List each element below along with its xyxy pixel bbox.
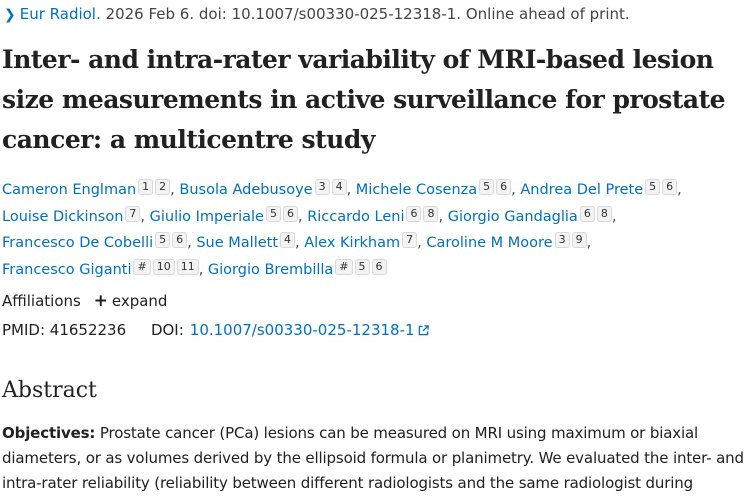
author-item: Andrea Del Prete 5 6,: [520, 179, 682, 198]
affiliation-badge[interactable]: 8: [596, 205, 612, 222]
author-item: Giorgio Brembilla #5 6: [207, 258, 387, 278]
author-item: Giorgio Gandaglia 6 8,: [447, 205, 617, 225]
author-name-link[interactable]: Sue Mallett: [196, 235, 279, 251]
author-name-link[interactable]: Cameron Englman: [2, 182, 137, 198]
affiliation-badge[interactable]: 3: [554, 232, 570, 248]
citation-line: ❯ Eur Radiol. 2026 Feb 6. doi: 10.1007/s0…: [4, 4, 630, 25]
doi-label: DOI:: [150, 321, 184, 339]
affiliations-expand-button[interactable]: + expand: [93, 291, 168, 311]
pmid-label: PMID:: [2, 321, 46, 339]
affiliation-badge[interactable]: 4: [280, 232, 296, 248]
affiliation-badge[interactable]: 5: [265, 205, 281, 222]
doi-value: 10.1007/s00330-025-12318-1: [189, 321, 415, 339]
affiliation-badge[interactable]: 11: [176, 258, 199, 275]
author-item: Sue Mallett 4,: [196, 232, 300, 251]
affiliations-label: Affiliations: [2, 292, 81, 310]
author-item: Michele Cosenza 5 6,: [355, 179, 516, 198]
author-name-link[interactable]: Andrea Del Prete: [520, 182, 644, 198]
affiliation-badge[interactable]: 6: [662, 179, 678, 195]
author-item: Giulio Imperiale 5 6,: [149, 205, 303, 225]
affiliation-badge[interactable]: 6: [172, 232, 188, 248]
external-link-icon: [418, 325, 429, 336]
author-name-link[interactable]: Alex Kirkham: [304, 235, 401, 251]
author-separator: ,: [511, 182, 516, 198]
plus-icon: +: [93, 291, 108, 311]
author-separator: ,: [187, 235, 192, 251]
affiliation-badge[interactable]: 5: [645, 179, 661, 195]
affiliation-badge[interactable]: 1: [138, 179, 154, 195]
author-item: Alex Kirkham 7,: [304, 232, 422, 251]
chevron-right-icon[interactable]: ❯: [4, 7, 16, 23]
author-separator: ,: [198, 261, 204, 278]
affiliation-badge[interactable]: 6: [496, 179, 512, 195]
journal-link[interactable]: Eur Radiol.: [19, 5, 101, 23]
author-separator: ,: [677, 182, 682, 198]
affiliation-badge[interactable]: 5: [155, 232, 171, 248]
abstract-heading: Abstract: [2, 378, 97, 403]
author-name-link[interactable]: Giulio Imperiale: [149, 208, 264, 225]
author-name-link[interactable]: Giorgio Gandaglia: [447, 208, 578, 225]
author-item: Louise Dickinson 7,: [2, 205, 146, 225]
affiliation-badge[interactable]: 6: [406, 205, 422, 222]
affiliation-badge[interactable]: 5: [479, 179, 495, 195]
author-separator: ,: [295, 235, 300, 251]
author-item: Francesco De Cobelli 5 6,: [2, 232, 192, 251]
author-separator: ,: [438, 208, 444, 225]
author-item: Riccardo Leni 6 8,: [307, 205, 444, 225]
author-name-link[interactable]: Caroline M Moore: [426, 235, 553, 251]
affiliation-badge[interactable]: 3: [314, 179, 330, 195]
author-item: Caroline M Moore 3 9,: [426, 232, 592, 251]
affiliation-badge[interactable]: 8: [423, 205, 439, 222]
doi-link[interactable]: 10.1007/s00330-025-12318-1: [190, 321, 429, 339]
affiliation-badge[interactable]: 7: [125, 205, 141, 222]
author-separator: ,: [611, 208, 617, 225]
author-name-link[interactable]: Riccardo Leni: [307, 208, 405, 225]
author-name-link[interactable]: Louise Dickinson: [2, 208, 124, 225]
affiliation-badge[interactable]: 9: [571, 232, 587, 248]
affiliation-badge[interactable]: 6: [282, 205, 298, 222]
author-name-link[interactable]: Giorgio Brembilla: [207, 261, 334, 278]
affiliations-row: Affiliations + expand: [2, 290, 167, 312]
affiliation-badge[interactable]: 2: [155, 179, 171, 195]
affiliation-badge[interactable]: 7: [402, 232, 418, 248]
author-item: Cameron Englman 1 2,: [2, 179, 175, 198]
citation-details: 2026 Feb 6. doi: 10.1007/s00330-025-1231…: [105, 5, 630, 23]
equal-contribution-marker[interactable]: #: [133, 258, 151, 275]
author-item: Francesco Giganti #10 11,: [2, 258, 204, 278]
author-item: Busola Adebusoye 3 4,: [179, 179, 352, 198]
affiliation-badge[interactable]: 4: [331, 179, 347, 195]
pmid-value: 41652236: [49, 321, 127, 339]
affiliation-badge[interactable]: 6: [579, 205, 595, 222]
author-separator: ,: [346, 182, 352, 198]
equal-contribution-marker[interactable]: #: [335, 258, 353, 275]
author-name-link[interactable]: Michele Cosenza: [355, 182, 478, 198]
affiliation-badge[interactable]: 5: [354, 258, 370, 275]
expand-label: expand: [111, 292, 168, 310]
objectives-text: Prostate cancer (PCa) lesions can be mea…: [2, 424, 744, 492]
author-name-link[interactable]: Busola Adebusoye: [179, 182, 313, 198]
article-title: Inter- and intra-rater variability of MR…: [2, 45, 726, 154]
author-separator: ,: [586, 235, 592, 251]
author-name-link[interactable]: Francesco Giganti: [2, 261, 132, 278]
author-separator: ,: [140, 208, 146, 225]
author-separator: ,: [417, 235, 422, 251]
objectives-label: Objectives:: [2, 424, 96, 442]
identifiers-row: PMID: 41652236 DOI: 10.1007/s00330-025-12…: [2, 319, 429, 341]
affiliation-badge[interactable]: 10: [152, 258, 175, 275]
author-name-link[interactable]: Francesco De Cobelli: [2, 235, 154, 251]
author-separator: ,: [170, 182, 175, 198]
author-separator: ,: [297, 208, 303, 225]
abstract-objectives: Objectives: Prostate cancer (PCa) lesion…: [2, 421, 744, 496]
author-list: Cameron Englman 1 2, Busola Adebusoye 3 4, M…: [2, 177, 747, 283]
affiliation-badge[interactable]: 6: [371, 258, 387, 275]
